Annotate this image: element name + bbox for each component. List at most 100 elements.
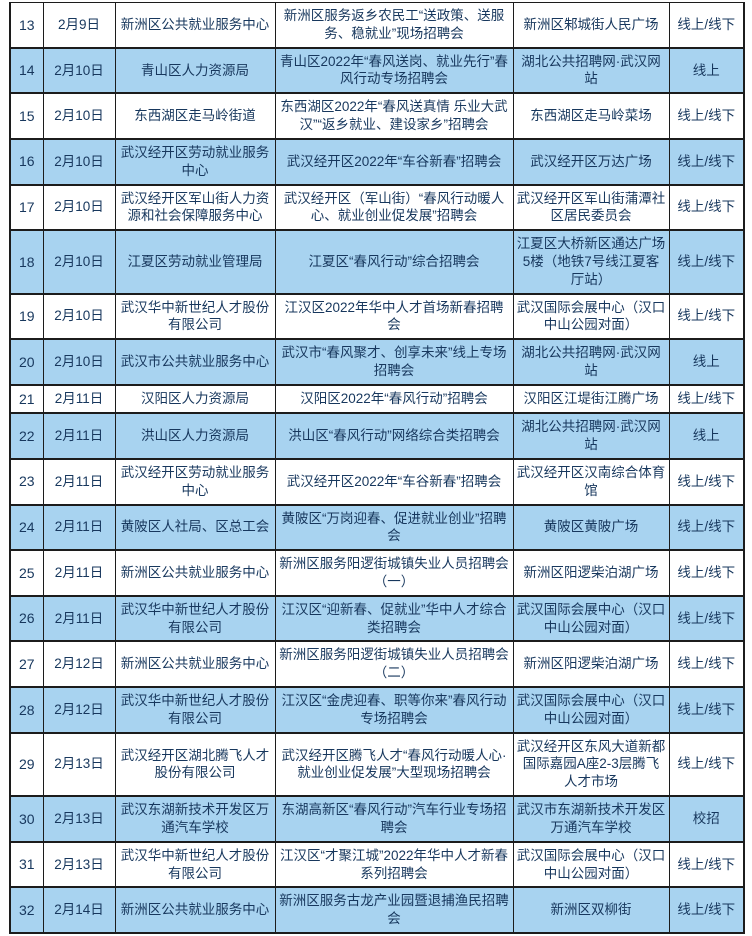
cell-venue: 新洲区阳逻柴泊湖广场 — [512, 549, 670, 597]
cell-sequence-number: 13 — [9, 1, 44, 49]
cell-date: 2月11日 — [42, 594, 116, 643]
cell-date: 2月10日 — [42, 137, 116, 186]
cell-venue: 江夏区大桥新区通达广场5楼（地铁7号线江夏客厅站） — [512, 229, 670, 295]
cell-organizer: 新洲区公共就业服务中心 — [114, 1, 276, 49]
cell-event-name: 青山区2022年“春风送岗、就业先行”春风行动专场招聘会 — [274, 46, 514, 95]
table-row: 14 2月10日 青山区人力资源局 青山区2022年“春风送岗、就业先行”春风行… — [9, 46, 745, 95]
cell-sequence-number: 27 — [9, 640, 44, 689]
cell-organizer: 武汉华中新世纪人才股份有限公司 — [114, 686, 276, 734]
table-row: 17 2月10日 武汉经开区军山街人力资源和社会保障服务中心 武汉经开区（军山街… — [9, 183, 745, 232]
cell-event-name: 东湖高新区“春风行动”汽车行业专场招聘会 — [274, 795, 514, 843]
cell-venue: 武汉国际会展中心（汉口中山公园对面） — [512, 594, 670, 643]
cell-event-name: 江汉区“才聚江城”2022年华中人才新春系列招聘会 — [274, 840, 514, 889]
cell-event-name: 江汉区2022年华中人才首场新春招聘会 — [274, 292, 514, 341]
cell-sequence-number: 28 — [9, 686, 44, 734]
cell-event-name: 洪山区“春风行动”网络综合类招聘会 — [274, 412, 514, 460]
cell-organizer: 武汉华中新世纪人才股份有限公司 — [114, 840, 276, 889]
cell-format: 线上/线下 — [668, 686, 745, 734]
cell-format: 线上/线下 — [668, 292, 745, 341]
cell-date: 2月10日 — [42, 292, 116, 341]
cell-sequence-number: 31 — [9, 840, 44, 889]
cell-format: 校招 — [668, 795, 745, 843]
cell-date: 2月9日 — [42, 1, 116, 49]
cell-event-name: 汉阳区2022年“春风行动”招聘会 — [274, 383, 514, 415]
cell-sequence-number: 18 — [9, 229, 44, 295]
job-fair-schedule-table: 13 2月9日 新洲区公共就业服务中心 新洲区服务返乡农民工“送政策、送服务、稳… — [9, 1, 745, 934]
cell-event-name: 江夏区“春风行动”综合招聘会 — [274, 229, 514, 295]
cell-sequence-number: 24 — [9, 503, 44, 552]
cell-organizer: 东西湖区走马岭街道 — [114, 92, 276, 140]
cell-venue: 武汉国际会展中心（汉口中山公园对面） — [512, 292, 670, 341]
cell-event-name: 黄陂区“万岗迎春、促进就业创业”招聘会 — [274, 503, 514, 552]
cell-event-name: 新洲区服务返乡农民工“送政策、送服务、稳就业”现场招聘会 — [274, 1, 514, 49]
cell-date: 2月11日 — [42, 457, 116, 506]
cell-format: 线上/线下 — [668, 886, 745, 934]
cell-sequence-number: 32 — [9, 886, 44, 934]
cell-format: 线上 — [668, 46, 745, 95]
cell-format: 线上/线下 — [668, 92, 745, 140]
cell-event-name: 江汉区“迎新春、促就业”华中人才综合类招聘会 — [274, 594, 514, 643]
cell-sequence-number: 20 — [9, 338, 44, 386]
cell-event-name: 江汉区“金虎迎春、职等你来”春风行动专场招聘会 — [274, 686, 514, 734]
cell-organizer: 武汉东湖新技术开发区万通汽车学校 — [114, 795, 276, 843]
table-row: 25 2月11日 新洲区公共就业服务中心 新洲区服务阳逻街城镇失业人员招聘会（一… — [9, 549, 745, 597]
table-row: 21 2月11日 汉阳区人力资源局 汉阳区2022年“春风行动”招聘会 汉阳区江… — [9, 383, 745, 415]
table-row: 20 2月10日 武汉市公共就业服务中心 武汉市“春风聚才、创享未来”线上专场招… — [9, 338, 745, 386]
cell-sequence-number: 26 — [9, 594, 44, 643]
cell-venue: 新洲区双柳街 — [512, 886, 670, 934]
cell-sequence-number: 29 — [9, 731, 44, 798]
cell-organizer: 新洲区公共就业服务中心 — [114, 549, 276, 597]
cell-format: 线上 — [668, 412, 745, 460]
cell-organizer: 新洲区公共就业服务中心 — [114, 640, 276, 689]
cell-sequence-number: 22 — [9, 412, 44, 460]
cell-date: 2月10日 — [42, 229, 116, 295]
table-row: 27 2月12日 新洲区公共就业服务中心 新洲区服务阳逻街城镇失业人员招聘会（二… — [9, 640, 745, 689]
table-row: 29 2月13日 武汉经开区湖北腾飞人才股份有限公司 武汉经开区腾飞人才“春风行… — [9, 731, 745, 798]
cell-format: 线上/线下 — [668, 640, 745, 689]
cell-venue: 湖北公共招聘网·武汉网站 — [512, 412, 670, 460]
cell-event-name: 新洲区服务阳逻街城镇失业人员招聘会（一） — [274, 549, 514, 597]
cell-date: 2月12日 — [42, 640, 116, 689]
cell-format: 线上/线下 — [668, 457, 745, 506]
cell-date: 2月11日 — [42, 412, 116, 460]
cell-venue: 武汉经开区汉南综合体育馆 — [512, 457, 670, 506]
cell-format: 线上/线下 — [668, 840, 745, 889]
cell-organizer: 武汉市公共就业服务中心 — [114, 338, 276, 386]
cell-event-name: 武汉经开区腾飞人才“春风行动暖人心·就业创业促发展”大型现场招聘会 — [274, 731, 514, 798]
cell-organizer: 武汉华中新世纪人才股份有限公司 — [114, 292, 276, 341]
cell-sequence-number: 30 — [9, 795, 44, 843]
table-row: 30 2月13日 武汉东湖新技术开发区万通汽车学校 东湖高新区“春风行动”汽车行… — [9, 795, 745, 843]
cell-date: 2月13日 — [42, 731, 116, 798]
cell-organizer: 汉阳区人力资源局 — [114, 383, 276, 415]
cell-organizer: 武汉经开区湖北腾飞人才股份有限公司 — [114, 731, 276, 798]
cell-organizer: 武汉经开区军山街人力资源和社会保障服务中心 — [114, 183, 276, 232]
table-row: 23 2月11日 武汉经开区劳动就业服务中心 武汉经开区2022年“车谷新春”招… — [9, 457, 745, 506]
cell-sequence-number: 21 — [9, 383, 44, 415]
cell-format: 线上/线下 — [668, 503, 745, 552]
cell-sequence-number: 23 — [9, 457, 44, 506]
cell-event-name: 武汉经开区（军山街）“春风行动暖人心、就业创业促发展”招聘会 — [274, 183, 514, 232]
cell-organizer: 洪山区人力资源局 — [114, 412, 276, 460]
cell-venue: 武汉市东湖新技术开发区万通汽车学校 — [512, 795, 670, 843]
table-row: 22 2月11日 洪山区人力资源局 洪山区“春风行动”网络综合类招聘会 湖北公共… — [9, 412, 745, 460]
cell-date: 2月11日 — [42, 383, 116, 415]
table-row: 15 2月10日 东西湖区走马岭街道 东西湖区2022年“春风送真情 乐业大武汉… — [9, 92, 745, 140]
cell-venue: 黄陂区黄陂广场 — [512, 503, 670, 552]
cell-venue: 武汉经开区军山街蒲潭社区居民委员会 — [512, 183, 670, 232]
cell-date: 2月13日 — [42, 840, 116, 889]
table-row: 18 2月10日 江夏区劳动就业管理局 江夏区“春风行动”综合招聘会 江夏区大桥… — [9, 229, 745, 295]
cell-venue: 汉阳区江堤街江腾广场 — [512, 383, 670, 415]
cell-venue: 湖北公共招聘网·武汉网站 — [512, 338, 670, 386]
cell-sequence-number: 14 — [9, 46, 44, 95]
cell-venue: 新洲区阳逻柴泊湖广场 — [512, 640, 670, 689]
cell-organizer: 江夏区劳动就业管理局 — [114, 229, 276, 295]
cell-event-name: 武汉经开区2022年“车谷新春”招聘会 — [274, 457, 514, 506]
cell-sequence-number: 15 — [9, 92, 44, 140]
cell-organizer: 黄陂区人社局、区总工会 — [114, 503, 276, 552]
cell-event-name: 东西湖区2022年“春风送真情 乐业大武汉”“返乡就业、建设家乡”招聘会 — [274, 92, 514, 140]
table-row: 28 2月12日 武汉华中新世纪人才股份有限公司 江汉区“金虎迎春、职等你来”春… — [9, 686, 745, 734]
cell-sequence-number: 25 — [9, 549, 44, 597]
cell-date: 2月11日 — [42, 549, 116, 597]
cell-organizer: 武汉经开区劳动就业服务中心 — [114, 137, 276, 186]
cell-date: 2月13日 — [42, 795, 116, 843]
